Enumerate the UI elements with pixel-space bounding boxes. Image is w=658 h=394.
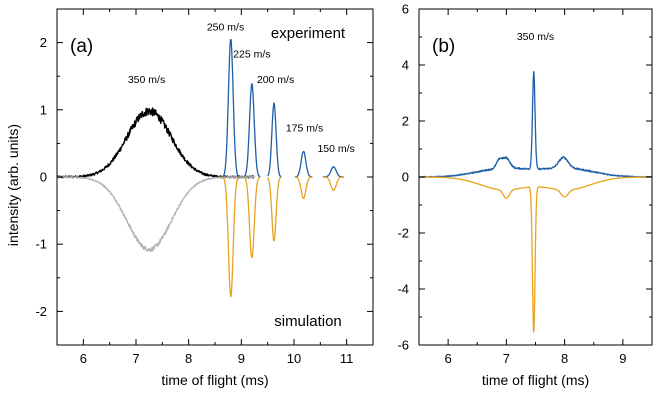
series-experiment-175: [294, 150, 313, 178]
y-tick-label: -2: [397, 226, 409, 241]
x-tick-label: 9: [619, 351, 626, 366]
x-tick-label: 8: [561, 351, 568, 366]
y-tick-label: 0: [40, 170, 47, 185]
series-experiment-225: [243, 83, 261, 178]
series-label: experiment: [271, 25, 346, 42]
series-experiment-200: [267, 102, 282, 178]
panel-label: (b): [432, 36, 455, 57]
panel-b: 6 7 8 9 -6 -4 -2 0 2 4 6 time of flight (ms) (b) 350 …: [397, 2, 653, 388]
y-tick-label: -2: [35, 304, 47, 319]
y-axis-label: intensity (arb. units): [5, 124, 21, 246]
series-simulation: [419, 176, 652, 333]
panel-label: (a): [70, 36, 93, 57]
annotation: 150 m/s: [317, 143, 354, 155]
annotation: 175 m/s: [286, 122, 323, 134]
annotation: 250 m/s: [207, 22, 244, 34]
series-simulation-250: [220, 176, 241, 298]
y-tick-label: 2: [402, 114, 409, 129]
plot-area: [57, 38, 345, 298]
series-label: simulation: [274, 313, 342, 330]
y-tick-label: 0: [402, 170, 409, 185]
series-simulation-200: [267, 176, 282, 242]
series-experiment-150: [322, 165, 345, 178]
x-tick-label: 10: [287, 351, 301, 366]
plot-frame: [418, 8, 653, 346]
panel-a: 6 7 8 9 10 11 -2 -1 0 1 2 time of flight (ms) (a) 350…: [35, 8, 374, 388]
y-tick-label: 4: [402, 58, 409, 73]
x-tick-label: 9: [238, 351, 245, 366]
annotation: 350 m/s: [128, 74, 165, 86]
y-tick-label: 1: [40, 102, 47, 117]
x-axis-label: time of flight (ms): [161, 372, 268, 388]
x-tick-label: 11: [340, 351, 354, 366]
annotation: 200 m/s: [257, 74, 294, 86]
series-experiment-250: [220, 38, 241, 178]
y-tick-label: 6: [402, 2, 409, 17]
series-simulation-175: [294, 176, 313, 200]
x-tick-label: 6: [445, 351, 452, 366]
annotation: 225 m/s: [233, 48, 270, 60]
y-tick-label: 2: [40, 35, 47, 50]
annotation: 350 m/s: [517, 31, 554, 43]
x-tick-label: 7: [132, 351, 139, 366]
plot-area: [419, 70, 652, 333]
x-tick-label: 6: [80, 351, 87, 366]
y-tick-label: -6: [397, 338, 409, 353]
series-simulation-150: [322, 176, 345, 192]
x-tick-label: 8: [185, 351, 192, 366]
y-tick-label: -1: [35, 237, 47, 252]
series-simulation-225: [244, 176, 261, 259]
series-experiment: [419, 70, 652, 178]
x-axis-label: time of flight (ms): [482, 372, 589, 388]
x-tick-label: 7: [503, 351, 510, 366]
y-tick-label: -4: [397, 282, 409, 297]
series-simulation-350: [57, 175, 256, 252]
